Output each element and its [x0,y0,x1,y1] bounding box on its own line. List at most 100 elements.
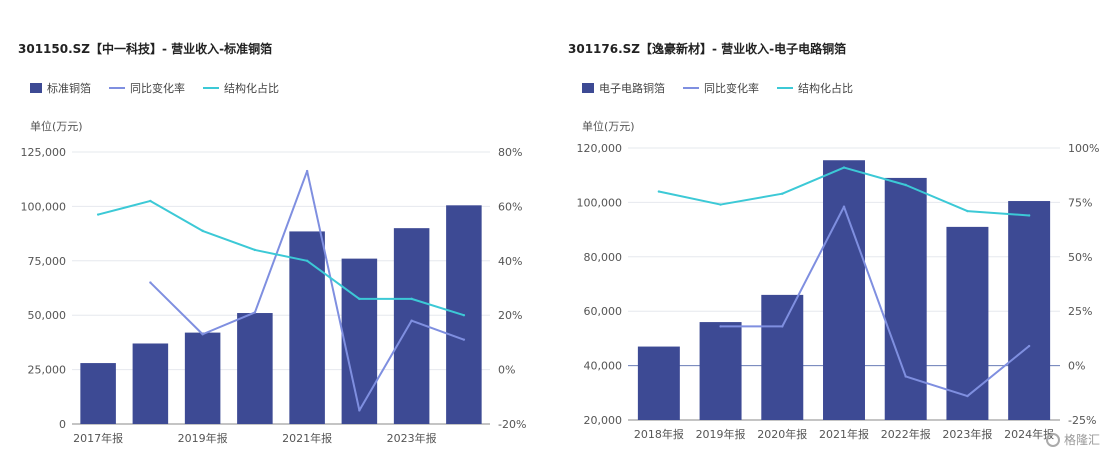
x-tick-label: 2017年报 [73,431,123,445]
left-tick-label: 25,000 [28,364,67,377]
yoy-line-point [1027,344,1031,348]
x-tick-label: 2018年报 [634,427,684,441]
bar [699,322,742,420]
right-tick-label: 100% [1068,142,1099,155]
share-line-point [462,314,466,317]
legend-label: 结构化占比 [798,82,853,95]
left-tick-label: 20,000 [584,414,623,427]
legend-label: 电子电路铜箔 [599,82,665,95]
x-tick-label: 2020年报 [757,427,807,441]
legend-item-share: 结构化占比 [203,80,279,96]
legend-swatch-line [109,87,125,89]
yoy-line-point [966,394,969,398]
legend: 标准铜箔 同比变化率 结构化占比 [30,80,297,96]
bar [1008,201,1051,420]
share-line-point [904,183,907,187]
right-tick-label: 0% [1068,360,1085,373]
bar [884,177,927,420]
x-tick-label: 2019年报 [178,431,228,445]
yoy-line-point [904,375,907,378]
watermark: 格隆汇 [1045,431,1100,448]
yoy-line-point [201,333,204,336]
share-line-point [410,297,413,301]
right-tick-label: -25% [1068,414,1096,427]
legend-item-yoy: 同比变化率 [109,80,185,96]
right-tick-label: 50% [1068,251,1092,264]
bar [946,226,989,420]
share-line-point [719,203,722,206]
right-tick-label: 75% [1068,196,1092,209]
right-tick-label: 60% [498,200,522,213]
legend-label: 同比变化率 [130,82,185,95]
right-tick-label: 25% [1068,305,1092,318]
bar [132,343,169,424]
yoy-line-point [253,311,257,314]
x-tick-label: 2023年报 [942,427,992,441]
left-tick-label: 0 [59,418,66,431]
combo-chart-left: 0 -20% 25,000 0% 50,000 20% 75,000 40% 100,000 60… [21,146,527,445]
chart-panel-right: 301176.SZ【逸豪新材】- 营业收入-电子电路铜箔 电子电路铜箔 同比变化… [560,0,1108,458]
left-tick-label: 100,000 [577,196,623,209]
yoy-line-point [781,325,784,328]
x-tick-label: 2021年报 [819,427,869,441]
right-tick-label: 0% [498,364,515,377]
yoy-line [720,205,1030,398]
legend-label: 标准铜箔 [47,82,91,95]
left-tick-label: 75,000 [28,255,67,268]
combo-chart-right: 20,000 -25% 40,000 0% 60,000 25% 80,000 50% 100,… [577,142,1100,441]
left-tick-label: 50,000 [28,309,67,322]
legend-label: 结构化占比 [224,82,279,95]
legend-swatch-bar [30,83,42,93]
bar [341,258,378,424]
share-line-point [201,229,204,233]
yoy-line-point [462,338,466,341]
legend-item-share: 结构化占比 [777,80,853,96]
share-line-point [781,192,784,195]
chart-panel-left: 301150.SZ【中一科技】- 营业收入-标准铜箔 标准铜箔 同比变化率 结构… [0,0,530,458]
share-line-point [149,199,152,203]
share-line-point [358,297,361,301]
unit-label: 单位(万元) [582,120,635,133]
share-line-point [657,190,661,193]
bar [823,160,865,421]
legend-item-bars: 标准铜箔 [30,80,91,96]
x-tick-label: 2024年报 [1004,427,1054,441]
right-tick-label: 80% [498,146,522,159]
bar [80,363,116,424]
share-line-point [253,248,257,252]
bar [237,313,273,424]
chart-title: 301150.SZ【中一科技】- 营业收入-标准铜箔 [18,42,273,56]
legend-swatch-line [203,87,219,89]
legend: 电子电路铜箔 同比变化率 结构化占比 [582,80,871,96]
legend-item-bars: 电子电路铜箔 [582,80,665,96]
right-tick-label: -20% [498,418,526,431]
legend-swatch-line [683,87,699,89]
left-tick-label: 80,000 [584,251,623,264]
share-line-point [966,209,969,213]
yoy-line-point [842,205,846,208]
right-tick-label: 40% [498,255,522,268]
bar [289,231,325,424]
x-tick-label: 2022年报 [881,427,931,441]
yoy-line-point [149,281,152,284]
bar [637,346,680,420]
yoy-line-point [358,409,361,412]
left-tick-label: 125,000 [21,146,67,159]
left-tick-label: 60,000 [584,305,623,318]
share-line-point [1027,214,1031,217]
watermark-text: 格隆汇 [1063,433,1100,447]
yoy-line-point [719,325,722,328]
left-tick-label: 120,000 [577,142,623,155]
left-tick-label: 100,000 [21,200,67,213]
legend-swatch-line [777,87,793,89]
left-tick-label: 40,000 [584,360,623,373]
share-line-point [96,213,100,216]
x-tick-label: 2019年报 [696,427,746,441]
share-line-point [842,166,846,169]
bar [184,332,221,424]
yoy-line-point [305,169,309,173]
legend-label: 同比变化率 [704,82,759,95]
watermark-logo-icon [1045,432,1060,447]
x-tick-label: 2021年报 [282,431,332,445]
share-line [97,199,465,317]
